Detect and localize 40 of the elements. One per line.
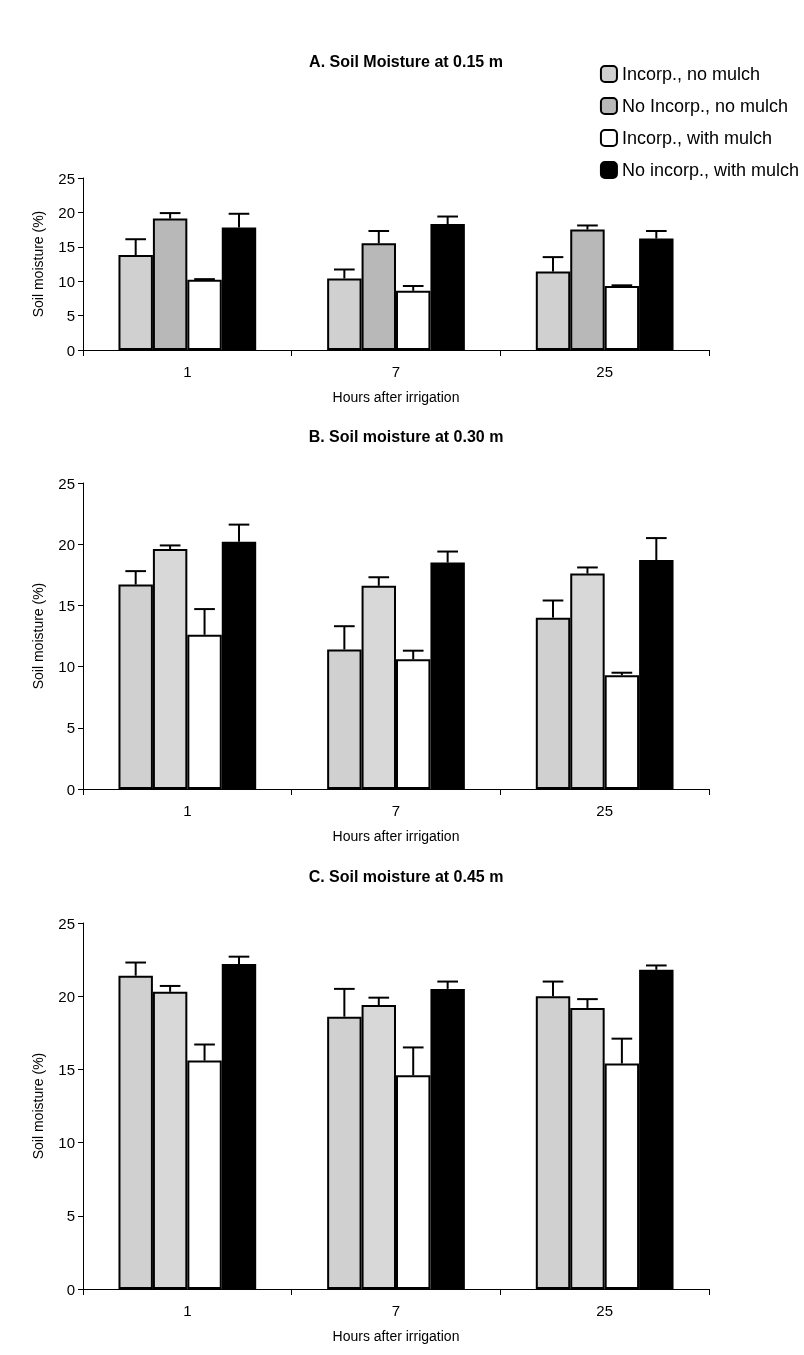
y-tick-label: 25 xyxy=(58,474,75,492)
x-axis-title: Hours after irrigation xyxy=(332,1328,460,1344)
legend-label: No incorp., with mulch xyxy=(621,160,800,180)
x-axis-title: Hours after irrigation xyxy=(332,828,460,844)
y-axis-title: Soil moisture (%) xyxy=(30,210,46,318)
legend-label: Incorp., no mulch xyxy=(621,64,761,84)
y-tick-label: 25 xyxy=(58,169,75,187)
y-tick-label: 10 xyxy=(58,1134,75,1152)
y-tick-label: 10 xyxy=(58,658,75,676)
y-tick-label: 15 xyxy=(58,596,75,614)
y-tick-label: 5 xyxy=(66,1207,75,1225)
y-tick-label: 10 xyxy=(58,272,75,290)
y-axis-title: Soil moisture (%) xyxy=(30,582,46,690)
y-tick-label: 5 xyxy=(66,719,75,737)
x-tick-label: 1 xyxy=(183,363,192,380)
legend-label: Incorp., with mulch xyxy=(621,128,772,148)
x-axis-title: Hours after irrigation xyxy=(332,389,460,405)
y-tick-label: 15 xyxy=(58,1060,75,1078)
chart-title: C. Soil moisture at 0.45 m xyxy=(308,867,504,885)
x-tick-label: 7 xyxy=(391,802,401,819)
x-tick-label: 1 xyxy=(183,1302,192,1319)
y-tick-label: 15 xyxy=(58,238,75,256)
x-tick-label: 1 xyxy=(183,802,192,819)
y-axis-title: Soil moisture (%) xyxy=(30,1052,46,1160)
y-tick-label: 25 xyxy=(58,914,75,932)
y-tick-label: 5 xyxy=(66,307,75,325)
x-tick-label: 25 xyxy=(596,1302,614,1319)
x-tick-label: 7 xyxy=(391,363,401,380)
chart-title: A. Soil Moisture at 0.15 m xyxy=(309,52,503,70)
x-tick-label: 25 xyxy=(596,802,614,819)
x-tick-label: 25 xyxy=(596,363,614,380)
chart-title: B. Soil moisture at 0.30 m xyxy=(308,427,504,445)
y-tick-label: 20 xyxy=(58,535,75,553)
y-tick-label: 0 xyxy=(66,780,75,798)
x-tick-label: 7 xyxy=(391,1302,401,1319)
y-tick-label: 0 xyxy=(66,1280,75,1298)
y-tick-label: 0 xyxy=(66,341,75,359)
legend-label: No Incorp., no mulch xyxy=(621,96,789,116)
y-tick-label: 20 xyxy=(58,987,75,1005)
y-tick-label: 20 xyxy=(58,203,75,221)
